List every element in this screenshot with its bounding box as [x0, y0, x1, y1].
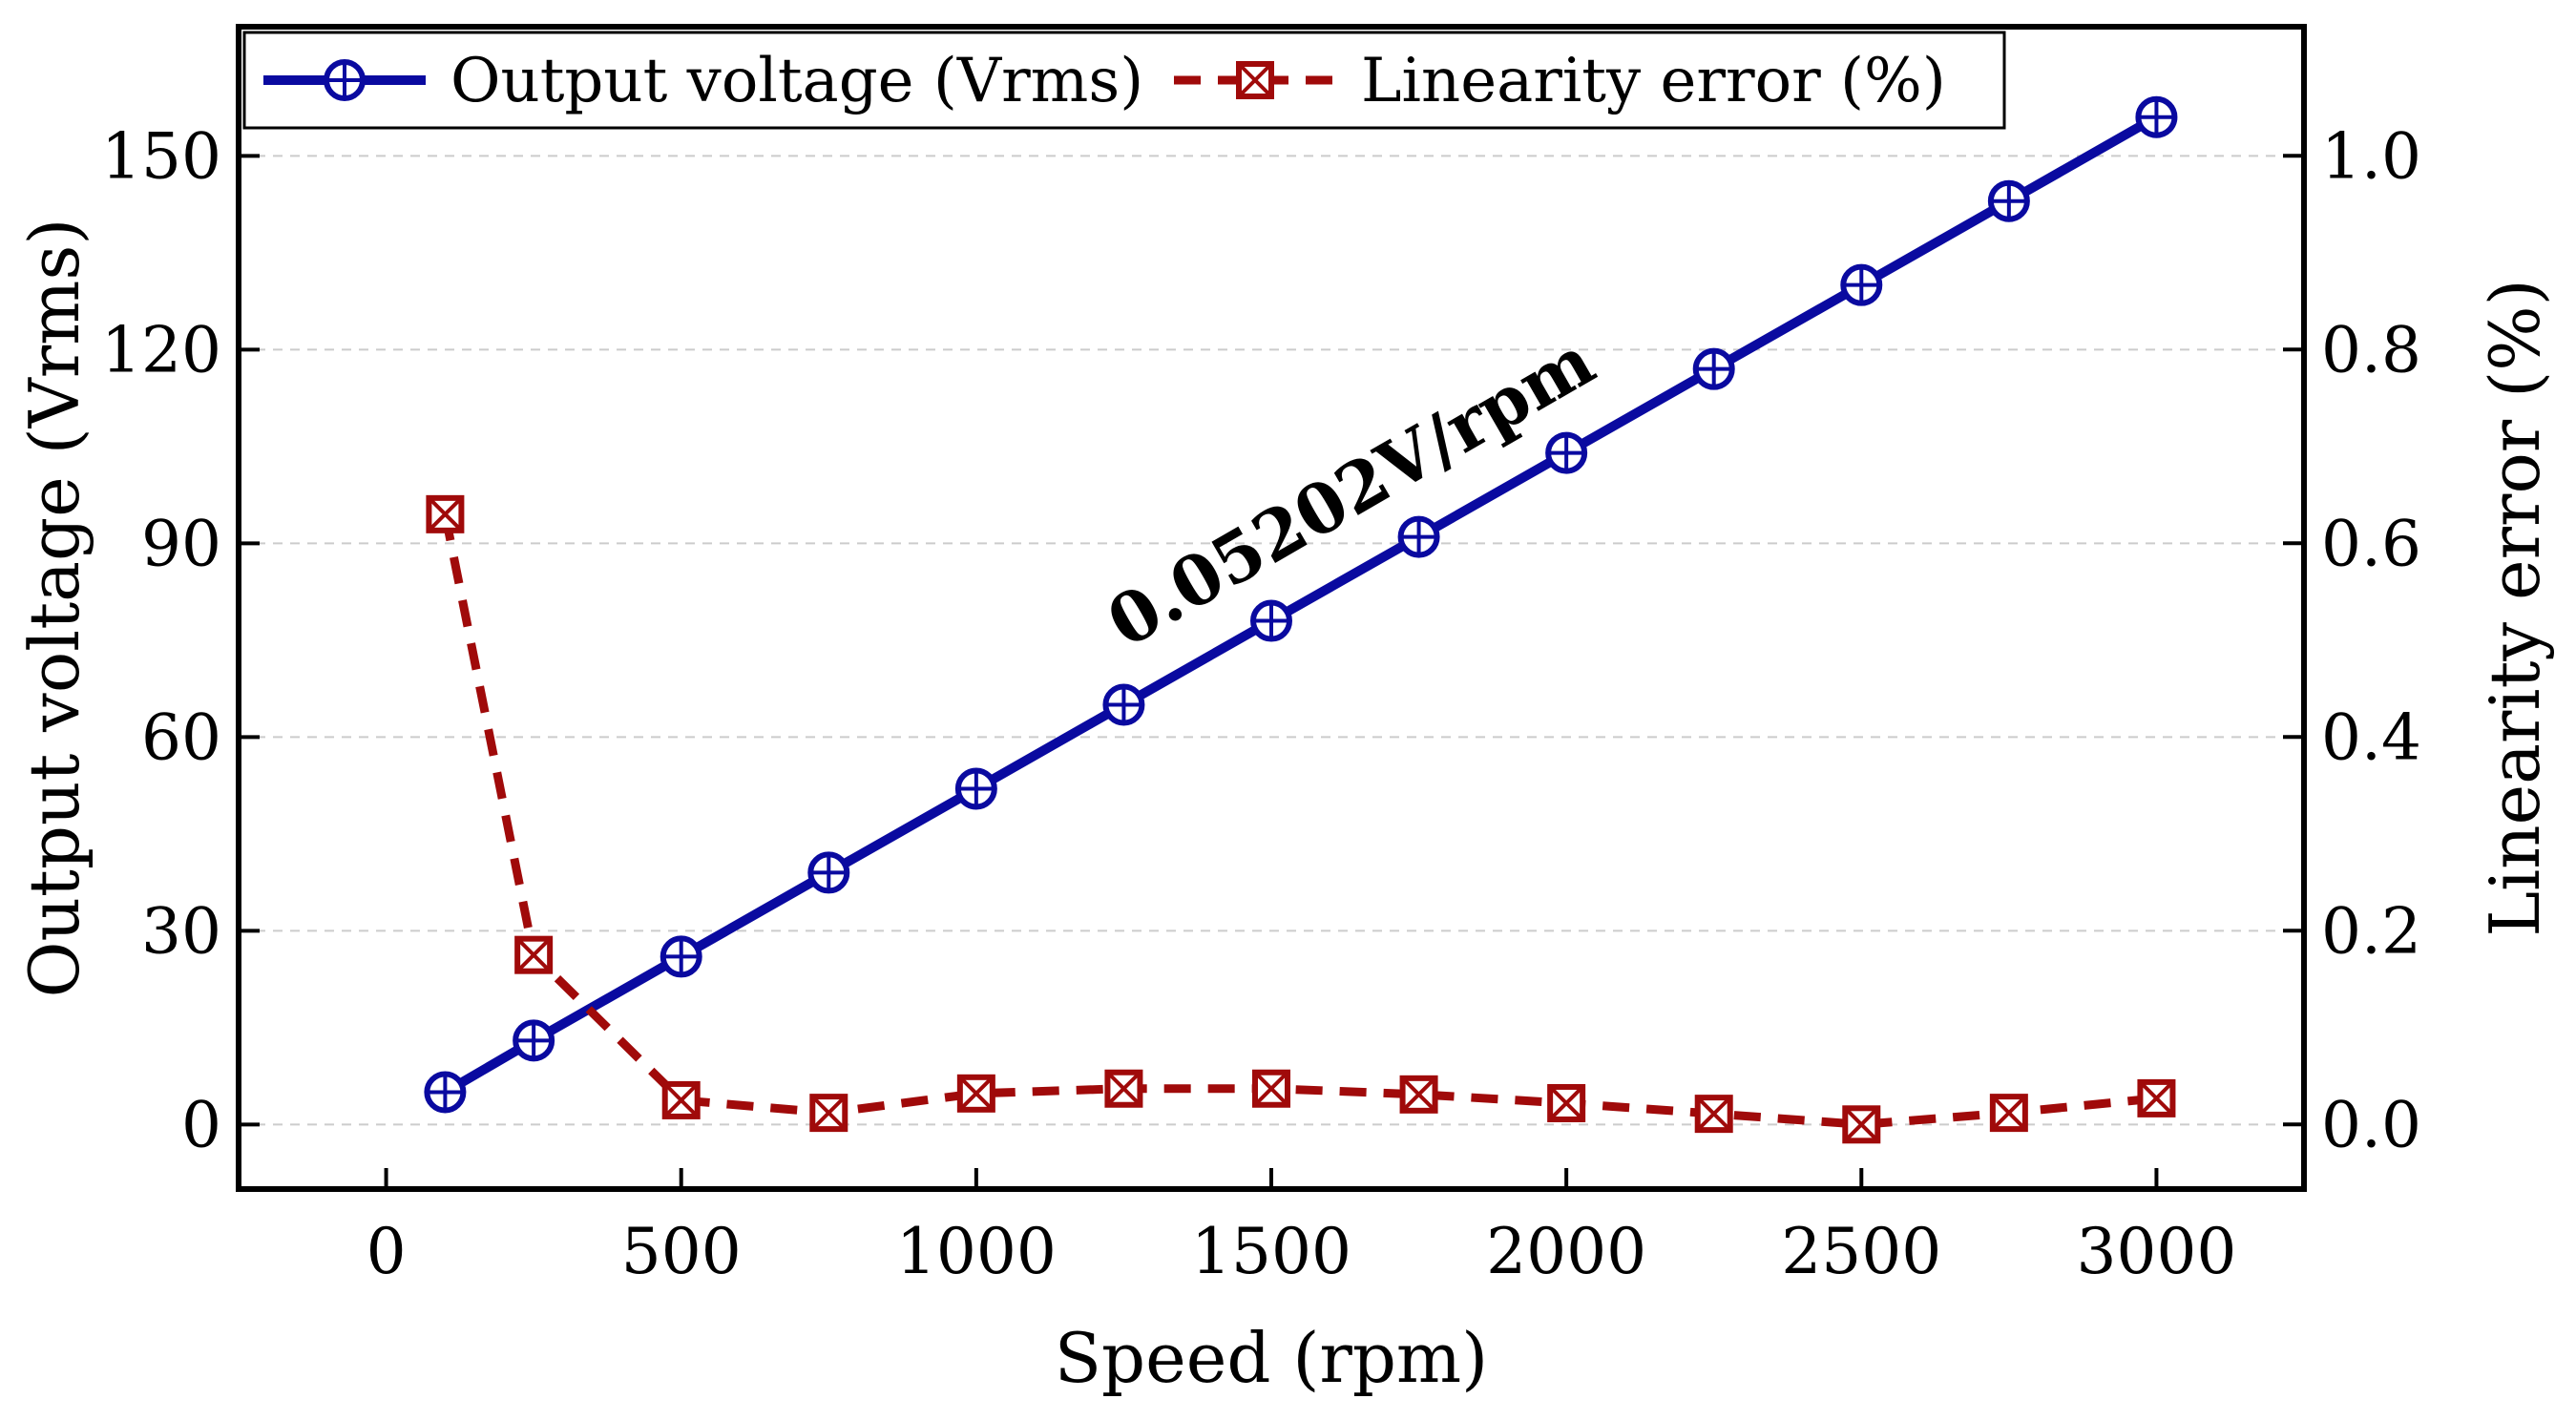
linearity-point-4: [956, 1074, 995, 1113]
x-tick-label-2000: 2000: [1486, 1215, 1646, 1288]
x-tick-label-1000: 1000: [896, 1215, 1057, 1288]
linearity-point-11-d2: [1991, 1095, 2027, 1131]
linearity-point-0: [426, 494, 465, 533]
voltage-point-1: [513, 1019, 555, 1062]
legend: Output voltage (Vrms) Linearity error (%): [242, 31, 2006, 130]
linearity-point-12: [2137, 1078, 2176, 1117]
voltage-point-9: [1692, 347, 1735, 390]
plot-series: [424, 95, 2178, 1144]
y-right-tick-label-2: 0.4: [2321, 700, 2421, 774]
linearity-point-9-d2: [1696, 1096, 1732, 1132]
linearity-point-6-d2: [1253, 1071, 1289, 1107]
voltage-point-8: [1545, 431, 1588, 474]
x-tick-label-1500: 1500: [1191, 1215, 1351, 1288]
voltage-point-6: [1250, 599, 1292, 642]
linearity-point-1: [514, 935, 554, 974]
y-right-tick-label-5: 1.0: [2321, 119, 2421, 193]
linearity-point-4-d2: [958, 1075, 995, 1112]
x-axis-label: Speed (rpm): [1055, 1318, 1489, 1398]
linearity-point-5-d2: [1106, 1071, 1141, 1107]
linearity-point-10-d2: [1843, 1106, 1879, 1142]
legend-label-voltage: Output voltage (Vrms): [450, 46, 1143, 116]
legend-label-linearity: Linearity error (%): [1361, 46, 1946, 116]
linearity-point-7-d2: [1401, 1076, 1436, 1113]
y-left-tick-label-60: 60: [141, 700, 221, 774]
linearity-point-6: [1252, 1069, 1290, 1108]
y-left-tick-label-120: 120: [101, 313, 221, 386]
slope-annotation: 0.05202V/rpm: [1094, 320, 1607, 663]
legend-marker-linearity-d2: [1237, 62, 1273, 98]
linearity-point-1-d2: [515, 937, 552, 973]
linearity-point-9: [1694, 1095, 1733, 1134]
x-tick-label-2500: 2500: [1781, 1215, 1941, 1288]
voltage-series-line: [442, 113, 2159, 1096]
linearity-point-0-d2: [427, 496, 463, 532]
y-right-tick-label-1: 0.2: [2321, 894, 2421, 968]
legend-marker-linearity: [1236, 61, 1274, 99]
y-left-tick-label-90: 90: [141, 507, 221, 580]
y-left-tick-label-150: 150: [101, 119, 221, 193]
voltage-point-2: [660, 935, 702, 978]
y-axis-label-right: Linearity error (%): [2475, 279, 2555, 936]
linearity-point-2-d2: [663, 1082, 700, 1118]
voltage-point-4: [954, 767, 997, 810]
linearity-point-12-d2: [2139, 1080, 2174, 1117]
voltage-point-3: [807, 851, 850, 894]
y-right-tick-label-0: 0.0: [2321, 1088, 2421, 1161]
legend-marker-voltage: [324, 59, 366, 101]
linearity-point-3-d2: [810, 1095, 847, 1131]
linearity-point-5: [1104, 1069, 1143, 1108]
legend-box: [242, 31, 2006, 130]
voltage-point-7: [1397, 515, 1440, 558]
linearity-point-8-d2: [1548, 1085, 1584, 1121]
y-axis-label-left: Output voltage (Vrms): [14, 219, 94, 998]
axis-ticks: 0 500 1000 1500 2000 2500 3000 0 30 60 90 120 150 0.0…: [101, 119, 2421, 1288]
linearity-point-8: [1547, 1083, 1586, 1122]
linearity-point-3: [809, 1094, 848, 1133]
y-left-tick-label-0: 0: [181, 1088, 221, 1161]
linearity-point-2: [661, 1080, 701, 1119]
voltage-point-11: [1987, 179, 2030, 222]
x-tick-label-0: 0: [367, 1215, 407, 1288]
voltage-point-12: [2135, 95, 2178, 138]
linearity-point-7: [1399, 1075, 1438, 1114]
linearity-point-10: [1842, 1105, 1881, 1144]
y-right-tick-label-3: 0.6: [2321, 507, 2421, 580]
voltage-point-5: [1102, 683, 1145, 726]
linearity-point-11: [1989, 1094, 2028, 1133]
voltage-point-10: [1840, 263, 1883, 306]
x-tick-label-500: 500: [621, 1215, 742, 1288]
y-right-tick-label-4: 0.8: [2321, 313, 2421, 386]
voltage-point-0: [424, 1071, 467, 1114]
y-left-tick-label-30: 30: [141, 894, 221, 968]
grid-lines: [239, 155, 2304, 1126]
x-tick-label-3000: 3000: [2076, 1215, 2236, 1288]
